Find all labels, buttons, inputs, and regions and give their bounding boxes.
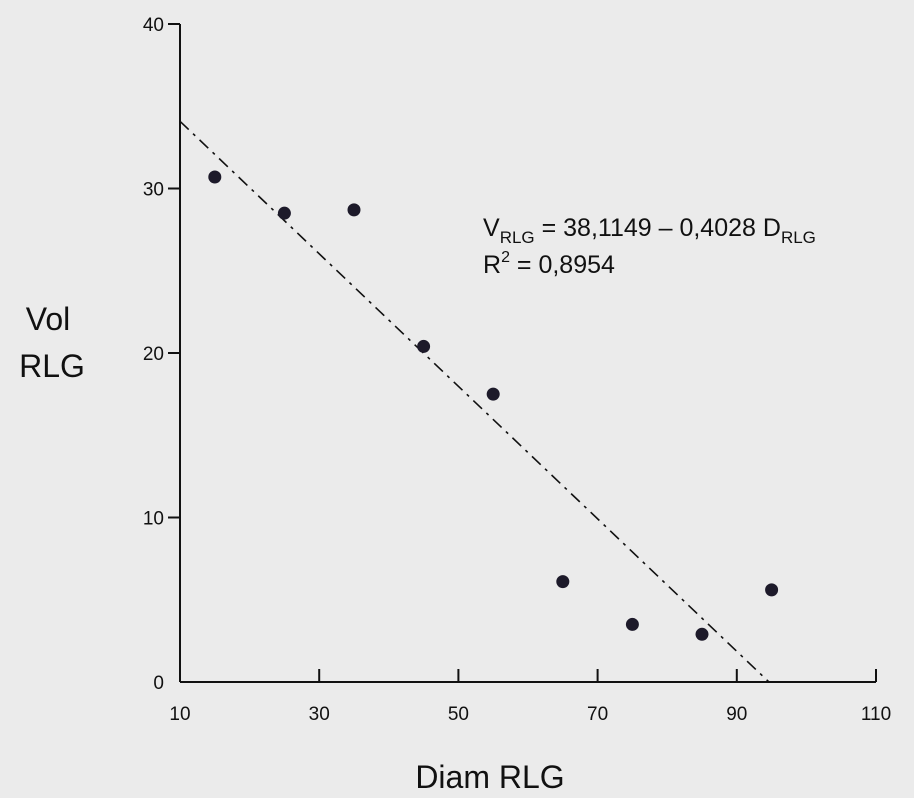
x-tick-label-50: 50 [448, 704, 469, 725]
data-point-1 [208, 170, 222, 184]
y-axis-title-line-1: Vol [26, 301, 70, 337]
data-point-3 [347, 203, 361, 217]
data-point-4 [417, 339, 431, 353]
equation-middle: = 38,1149 – 0,4028 [535, 214, 763, 242]
x-axis-title: Diam RLG [415, 759, 564, 795]
x-tick-label-30: 30 [309, 704, 330, 725]
y-tick-label-20: 20 [143, 344, 164, 365]
equation-d: D [763, 214, 781, 242]
x-tick-label-70: 70 [587, 704, 608, 725]
y-axis-title-line-2: RLG [19, 348, 85, 384]
equation-v-subscript: RLG [500, 228, 535, 247]
y-tick-label-30: 30 [143, 180, 164, 201]
regression-equation: VRLG = 38,1149 – 0,4028 DRLG [483, 214, 816, 247]
equation-d-subscript: RLG [781, 228, 816, 247]
x-tick-label-90: 90 [726, 704, 747, 725]
data-point-5 [486, 387, 500, 401]
data-point-2 [277, 206, 291, 220]
r-squared-superscript: 2 [501, 249, 510, 266]
y-tick-label-40: 40 [143, 15, 164, 36]
x-tick-label-10: 10 [169, 704, 190, 725]
data-point-7 [625, 617, 639, 631]
data-point-8 [695, 627, 709, 641]
r-squared-r: R [483, 251, 501, 279]
r-squared-label: R2 = 0,8954 [483, 249, 615, 279]
data-point-6 [556, 575, 570, 589]
data-point-9 [765, 583, 779, 597]
trendline-layer [179, 120, 770, 683]
y-tick-label-10: 10 [143, 509, 164, 530]
y-tick-label-0: 0 [153, 673, 164, 694]
labels-layer: Vol RLG Diam RLG VRLG = 38,1149 – 0,4028… [19, 214, 816, 795]
r-squared-value: = 0,8954 [510, 251, 615, 279]
regression-trendline [179, 120, 770, 683]
x-tick-label-110: 110 [861, 704, 891, 725]
points-layer [208, 170, 779, 641]
equation-v: V [483, 214, 500, 242]
